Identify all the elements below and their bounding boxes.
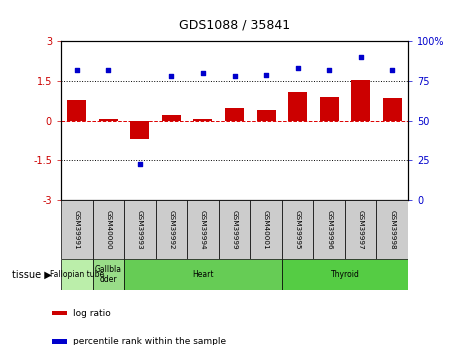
Text: Thyroid: Thyroid <box>331 270 359 279</box>
Bar <box>250 200 282 259</box>
Text: Fallopian tube: Fallopian tube <box>50 270 104 279</box>
Bar <box>383 98 402 121</box>
Bar <box>225 108 244 121</box>
Text: tissue ▶: tissue ▶ <box>12 269 52 279</box>
Bar <box>187 200 219 259</box>
Bar <box>124 259 282 290</box>
Bar <box>156 200 187 259</box>
Point <box>357 55 364 60</box>
Bar <box>345 200 377 259</box>
Point <box>231 73 238 79</box>
Text: GSM39999: GSM39999 <box>232 210 237 249</box>
Bar <box>67 100 86 121</box>
Point <box>136 161 144 166</box>
Bar <box>99 119 118 121</box>
Point <box>199 70 207 76</box>
Bar <box>162 116 181 121</box>
Text: GSM39996: GSM39996 <box>326 210 332 249</box>
Text: GSM39993: GSM39993 <box>137 210 143 249</box>
Text: GSM39995: GSM39995 <box>295 210 301 249</box>
Point <box>294 66 302 71</box>
Bar <box>194 119 212 121</box>
Text: Gallbla
dder: Gallbla dder <box>95 265 122 284</box>
Point <box>262 72 270 78</box>
Point <box>325 67 333 73</box>
Bar <box>257 110 275 121</box>
Bar <box>282 259 408 290</box>
Text: GSM40000: GSM40000 <box>106 210 111 249</box>
Point <box>105 67 112 73</box>
Text: log ratio: log ratio <box>73 308 111 318</box>
Bar <box>320 97 339 121</box>
Bar <box>52 339 68 344</box>
Text: GSM39992: GSM39992 <box>168 210 174 249</box>
Text: percentile rank within the sample: percentile rank within the sample <box>73 337 226 345</box>
Bar <box>351 80 370 121</box>
Bar <box>52 311 68 315</box>
Text: GSM39994: GSM39994 <box>200 210 206 249</box>
Text: GSM39991: GSM39991 <box>74 210 80 249</box>
Point <box>167 73 175 79</box>
Bar <box>92 200 124 259</box>
Bar <box>61 200 92 259</box>
Bar <box>92 259 124 290</box>
Bar <box>282 200 313 259</box>
Bar <box>124 200 156 259</box>
Text: Heart: Heart <box>192 270 214 279</box>
Bar <box>313 200 345 259</box>
Bar <box>61 259 92 290</box>
Bar <box>377 200 408 259</box>
Text: GDS1088 / 35841: GDS1088 / 35841 <box>179 19 290 32</box>
Text: GSM39997: GSM39997 <box>358 210 363 249</box>
Text: GSM39998: GSM39998 <box>389 210 395 249</box>
Bar <box>219 200 250 259</box>
Bar <box>130 121 149 139</box>
Bar <box>288 92 307 121</box>
Text: GSM40001: GSM40001 <box>263 210 269 249</box>
Point <box>73 67 81 73</box>
Point <box>388 67 396 73</box>
